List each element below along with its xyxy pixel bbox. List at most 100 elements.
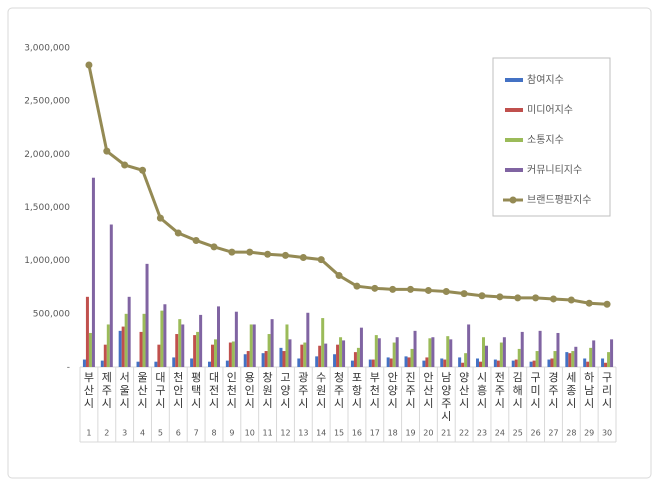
bar (389, 358, 393, 367)
bar (106, 324, 110, 367)
bar (529, 361, 533, 367)
bar (315, 356, 319, 367)
bar (568, 353, 572, 367)
y-tick-label: 1,500,000 (24, 203, 70, 213)
y-tick-label: 3,000,000 (24, 44, 70, 54)
bar (404, 356, 408, 367)
rank-label: 30 (602, 429, 612, 438)
bar (458, 357, 462, 367)
bar (407, 357, 411, 367)
bar (211, 344, 214, 367)
line-marker (549, 295, 557, 303)
bar (356, 347, 360, 367)
bar (607, 352, 611, 367)
bar (493, 359, 497, 367)
bar (586, 361, 590, 367)
bar (377, 338, 381, 367)
bar (118, 330, 122, 367)
bar (571, 351, 575, 367)
bar (178, 319, 182, 367)
bar (371, 359, 375, 367)
bar (145, 263, 149, 367)
bar (300, 344, 304, 367)
bar (306, 312, 310, 367)
bar (374, 335, 378, 367)
bar (82, 359, 86, 367)
bar (368, 359, 372, 367)
chart-frame (7, 7, 652, 479)
bar (425, 357, 429, 367)
bar (279, 347, 283, 367)
bar (225, 360, 229, 367)
line-marker (281, 251, 289, 259)
bar (446, 336, 450, 367)
bar (243, 354, 247, 367)
line-marker (228, 248, 236, 256)
bar (234, 311, 238, 367)
bar (610, 339, 614, 367)
rank-label: 8 (211, 429, 216, 438)
bar (359, 327, 363, 367)
bar (175, 334, 179, 367)
rank-label: 4 (140, 429, 145, 438)
bar (157, 344, 161, 367)
line-marker (192, 236, 200, 244)
rank-label: 23 (477, 429, 487, 438)
rank-label: 2 (104, 429, 109, 438)
bar (517, 348, 521, 367)
rank-label: 5 (158, 429, 163, 438)
bar (231, 341, 235, 367)
bar (124, 313, 128, 367)
line-marker (460, 290, 468, 298)
bar (464, 353, 468, 367)
rank-label: 10 (245, 429, 255, 438)
line-marker (585, 299, 593, 307)
bar (589, 347, 593, 367)
bar (85, 296, 89, 367)
bar (88, 332, 92, 367)
y-tick-label: 500,000 (33, 309, 70, 319)
y-tick-label: 2,500,000 (24, 97, 70, 107)
bar (431, 337, 435, 367)
line-marker (353, 282, 361, 290)
y-tick-label: 2,000,000 (24, 150, 70, 160)
bar (318, 345, 322, 367)
bar (428, 338, 432, 367)
bar (461, 362, 465, 367)
bar (440, 358, 444, 367)
bar (553, 351, 557, 367)
bar (261, 353, 265, 367)
rank-label: 28 (566, 429, 576, 438)
rank-label: 1 (86, 429, 91, 438)
rank-label: 29 (584, 429, 594, 438)
bar (604, 362, 608, 367)
bar (139, 331, 143, 367)
line-marker (478, 292, 486, 300)
bar (321, 318, 325, 367)
legend-swatch (505, 78, 523, 82)
legend-label: 소통지수 (527, 134, 564, 146)
bar (476, 358, 479, 367)
rank-label: 7 (194, 429, 199, 438)
bar (267, 334, 271, 367)
line-marker (514, 294, 522, 302)
rank-label: 11 (263, 429, 273, 438)
